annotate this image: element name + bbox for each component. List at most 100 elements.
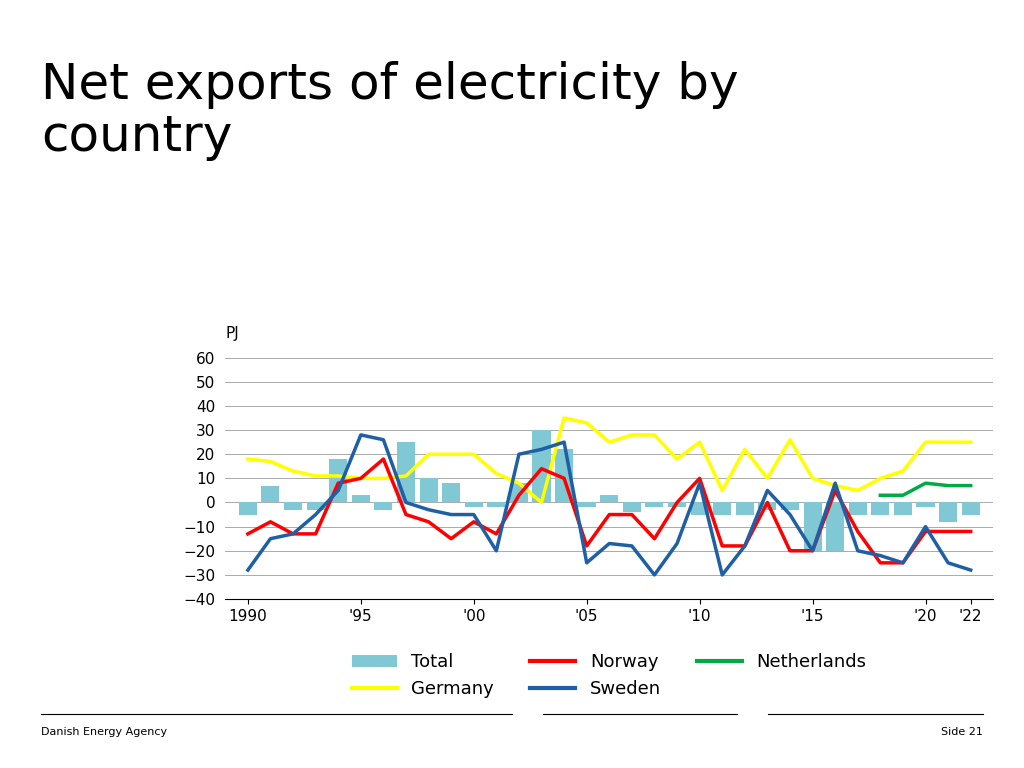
Line: Netherlands: Netherlands [881,483,971,495]
Norway [626,510,638,519]
Germany [536,498,548,507]
Sweden [309,510,322,519]
Germany [468,449,480,458]
Germany [445,449,458,458]
Bar [352,495,370,502]
Sweden [536,445,548,454]
Germany [965,438,977,447]
Norway [468,517,480,526]
Sweden [626,541,638,551]
Germany [513,478,525,488]
Norway [354,474,367,483]
Bar [916,502,935,508]
Norway [377,455,389,464]
Germany [490,469,503,478]
Bar [645,502,664,508]
Bar [804,502,821,551]
Sweden [490,546,503,555]
Germany [309,472,322,481]
Sweden [783,510,796,519]
Norway [558,474,570,483]
Germany [761,474,773,483]
Bar [555,449,573,502]
Germany [423,449,435,458]
Sweden [423,505,435,515]
Germany [829,481,842,490]
Text: Side 21: Side 21 [941,727,983,737]
Germany [738,445,751,454]
Sweden [242,565,254,574]
Sweden [852,546,864,555]
Netherlands [897,491,909,500]
Bar [668,502,686,508]
Bar [871,502,890,515]
Bar [962,502,980,515]
Bar [510,483,528,502]
Sweden [897,558,909,568]
Netherlands [874,491,887,500]
Sweden [399,498,412,507]
Norway [897,558,909,568]
Norway [761,498,773,507]
Sweden [332,486,344,495]
Sweden [965,565,977,574]
Germany [332,472,344,481]
Text: Net exports of electricity by
country: Net exports of electricity by country [41,61,738,161]
Netherlands [920,478,932,488]
Norway [852,527,864,536]
Germany [671,455,683,464]
Line: Norway: Norway [248,459,971,563]
Bar [261,485,280,502]
Bar [781,502,799,510]
Norway [807,546,819,555]
Germany [242,455,254,464]
Sweden [761,486,773,495]
Bar [759,502,776,510]
Norway [716,541,728,551]
Germany [648,430,660,439]
Norway [965,527,977,536]
Bar [465,502,482,508]
Norway [536,464,548,473]
Germany [920,438,932,447]
Sweden [603,539,615,548]
Bar [713,502,731,515]
Germany [603,438,615,447]
Norway [648,534,660,543]
Norway [445,534,458,543]
Norway [242,529,254,538]
Sweden [671,539,683,548]
Norway [423,517,435,526]
Germany [783,435,796,445]
Germany [354,474,367,483]
Bar [487,502,506,508]
Bar [532,430,551,502]
Legend: Total, Germany, Norway, Sweden, Netherlands: Total, Germany, Norway, Sweden, Netherla… [345,646,873,706]
Norway [942,527,954,536]
Norway [738,541,751,551]
Bar [284,502,302,510]
Norway [829,486,842,495]
Bar [690,502,709,515]
Sweden [581,558,593,568]
Bar [397,442,415,502]
Norway [693,474,706,483]
Germany [626,430,638,439]
Germany [693,438,706,447]
Germany [807,474,819,483]
Norway [920,527,932,536]
Netherlands [965,481,977,490]
Germany [897,466,909,475]
Sweden [287,529,299,538]
Germany [264,457,276,466]
Sweden [513,449,525,458]
Germany [558,413,570,422]
Bar [329,459,347,502]
Sweden [738,541,751,551]
Text: PJ: PJ [225,326,239,340]
Bar [578,502,596,508]
Norway [513,491,525,500]
Sweden [558,438,570,447]
Bar [306,502,325,510]
Bar [894,502,912,515]
